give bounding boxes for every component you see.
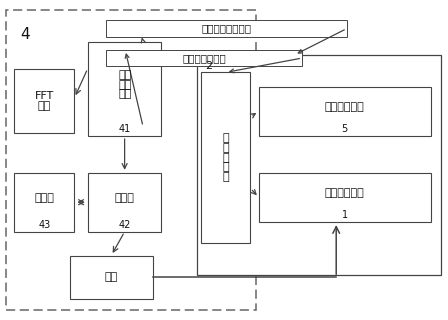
Bar <box>259 87 431 136</box>
Text: 分析: 分析 <box>38 101 51 111</box>
Text: 驱动: 驱动 <box>104 272 118 282</box>
Text: 力: 力 <box>223 143 229 153</box>
Text: 拉: 拉 <box>223 133 229 143</box>
Text: 上位机: 上位机 <box>34 193 54 203</box>
Text: 模块: 模块 <box>118 89 131 99</box>
Bar <box>14 69 74 133</box>
Text: 负载直线电机: 负载直线电机 <box>325 188 365 198</box>
Bar <box>88 42 161 136</box>
Text: 控制器: 控制器 <box>115 193 134 203</box>
Bar <box>106 50 302 66</box>
Bar <box>70 256 152 299</box>
Text: 采集: 采集 <box>118 80 131 90</box>
Bar <box>88 173 161 232</box>
Text: 器: 器 <box>223 172 229 182</box>
Text: 感: 感 <box>223 162 229 172</box>
Text: 42: 42 <box>118 220 131 230</box>
Bar <box>6 10 256 310</box>
Bar <box>259 173 431 222</box>
Text: 传: 传 <box>223 153 229 163</box>
Text: 5: 5 <box>342 124 348 134</box>
Text: 2: 2 <box>205 61 212 71</box>
Text: 1: 1 <box>342 210 348 220</box>
Bar <box>197 55 440 275</box>
Text: 43: 43 <box>38 220 50 230</box>
Text: 拉力传感器参数: 拉力传感器参数 <box>182 53 226 63</box>
Text: 41: 41 <box>119 124 131 134</box>
Bar <box>106 20 347 37</box>
Text: FFT: FFT <box>34 91 54 101</box>
Text: 4: 4 <box>21 27 30 42</box>
Bar <box>14 173 74 232</box>
Text: 数据: 数据 <box>118 70 131 80</box>
Bar <box>201 72 250 243</box>
Text: 负载直线电机参数: 负载直线电机参数 <box>201 24 251 34</box>
Text: 被测直线电机: 被测直线电机 <box>325 102 365 112</box>
